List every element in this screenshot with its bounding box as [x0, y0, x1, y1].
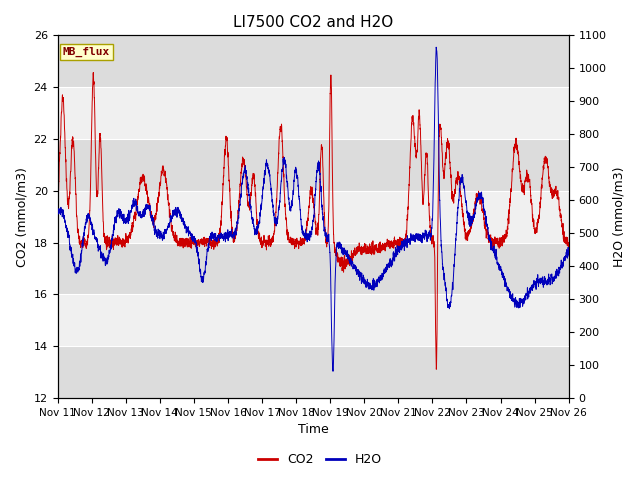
Bar: [58, 346, 569, 398]
Title: LI7500 CO2 and H2O: LI7500 CO2 and H2O: [233, 15, 393, 30]
X-axis label: Time: Time: [298, 423, 328, 436]
Y-axis label: H2O (mmol/m3): H2O (mmol/m3): [612, 167, 625, 267]
Legend: CO2, H2O: CO2, H2O: [253, 448, 387, 471]
Bar: [58, 139, 569, 191]
Y-axis label: CO2 (mmol/m3): CO2 (mmol/m3): [15, 167, 28, 266]
Text: MB_flux: MB_flux: [63, 47, 110, 57]
Bar: [58, 36, 569, 87]
Bar: [58, 242, 569, 294]
